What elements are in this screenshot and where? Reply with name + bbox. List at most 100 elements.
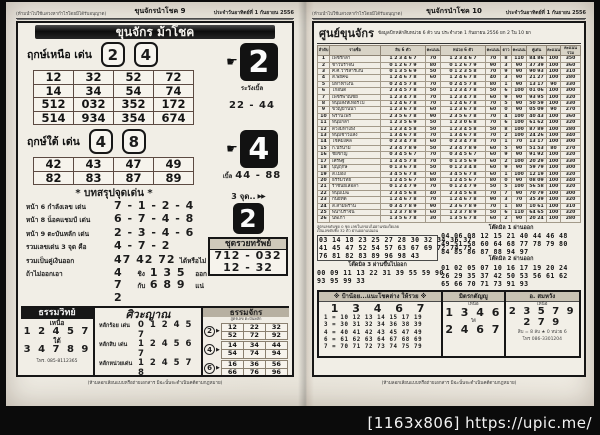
number-cell: 354 xyxy=(113,111,153,124)
score-cell: 1 3 5 6 7 8 xyxy=(440,215,486,223)
pointing-hand-icon: ☛ xyxy=(226,54,238,70)
south-lucky-digit-1: 4 xyxy=(88,129,113,154)
table-row: 8 หนุ่มสิงห์เทอร์โบ 1 2 4 6 7 8 70 1 2 4 6 7… xyxy=(317,99,581,108)
summary-lines: หน้า 6 กำลังเลข เด่น 7 - 1 - 2 - 4 หน้า 8 … xyxy=(21,199,207,304)
dead-note-2: เป็นเลขดับทิ้ง 32 ตัว ผ่านออกแน่นอน xyxy=(317,228,379,234)
number-line: 4 = 40 41 42 43 45 47 49 xyxy=(324,329,423,336)
score-cell: 280 xyxy=(560,74,581,82)
number-cell: 36 xyxy=(242,360,265,368)
summary-line-value: 2 - 3 - 4 - 6 xyxy=(114,225,195,239)
summary-line: หน้า 8 น็อคแชมป์ เด่น 6 - 7 - 4 - 8 xyxy=(21,212,207,226)
summary-line-label: ถ้าไม่ออกเอา xyxy=(26,270,63,279)
number-cell: 54 xyxy=(113,84,153,97)
score-cell: 310 xyxy=(560,67,581,76)
somwang-box: อ. สมหวัง เหนือ 2 3 5 7 9 2 7 9 สิบ = 8 … xyxy=(503,291,579,356)
tod1-title: โต๊ดมิล 1 ผ่านออก xyxy=(488,224,534,231)
number-cell: 934 xyxy=(73,111,113,124)
number-line: 93 95 99 33 xyxy=(317,277,366,286)
number-line: 65 66 70 71 73 91 93 xyxy=(441,279,529,288)
number-line: 01 02 05 07 10 16 17 19 20 24 xyxy=(441,263,568,272)
double-arrow-icon: ▶▶ xyxy=(257,193,266,200)
thammachak-grid: 14 34 44 54 74 94 xyxy=(220,341,288,359)
summary-line: รวมเป็นคู่เงินออก 47 42 72 ได้หรือไม่ xyxy=(21,253,207,267)
score-cell: 310 xyxy=(560,202,581,210)
score-cell: 91 92 xyxy=(526,151,547,159)
score-cell: 87 89 xyxy=(526,125,547,134)
siwayan-row-label: หลักสิบ เด่น xyxy=(99,342,128,349)
table-row: 20 ธรรมวิทย์ 1 2 4 5 6 7 80 1 2 4 5 6 7 80 0 90… xyxy=(317,176,581,185)
table-row: 16 ชัยชาญ 0 3 4 5 6 7 70 0 3 4 5 6 7 60 9 90 91 … xyxy=(317,151,581,159)
number-cell: 87 xyxy=(113,171,153,184)
score-cell: 60 xyxy=(485,215,501,223)
thammachak-group: 6 ▶ 16 36 56 66 76 96 xyxy=(203,359,289,375)
somwang-numbers-2: 2 7 9 xyxy=(523,316,562,328)
number-cell: 54 xyxy=(227,349,237,358)
score-cell: 270 xyxy=(560,106,581,114)
column-header: หน่วย 6 ตัว xyxy=(440,44,486,57)
siwayan-row: หลักหน่วยเด่น 1 2 4 5 7 8 xyxy=(97,358,199,377)
tod3-title: โต๊ดมิล 3 ผ่านขึ้นไปออก xyxy=(348,261,407,268)
score-cell: 64 65 xyxy=(526,208,547,217)
left-page: (ห้ามนำไปใช้แสวงหากำไรโดยมิได้รับอนุญาต)… xyxy=(6,2,298,406)
number-row: 54 74 94 xyxy=(221,349,287,358)
number-cell: 032 xyxy=(73,98,113,111)
number-row: 82 83 87 89 xyxy=(34,170,193,184)
column-header: รายชื่อ xyxy=(329,44,381,57)
somwang-numbers-1: 2 3 5 7 9 xyxy=(508,306,576,318)
center-title-bar: ศูนย์ขุนจักร ข้อมูลปีกหลักสิบหน่วย 6 ตัว… xyxy=(317,23,581,44)
number-row: 14 34 44 xyxy=(222,341,287,350)
watermark-text: [1163x806] https://upic.me/ xyxy=(367,414,592,432)
score-cell: 50 59 xyxy=(526,99,547,108)
number-cell: 83 xyxy=(73,171,113,184)
score-cell: 84 86 xyxy=(526,55,547,63)
siwayan-row-label: หลักร้อย เด่น xyxy=(99,323,130,330)
score-cell: 2 xyxy=(500,215,512,223)
north-luck-label: ฤกษ์เหนือ เด่น xyxy=(27,49,92,61)
score-cell: 280 xyxy=(560,215,581,223)
summary-title: * บทสรุปจุดเด่น * xyxy=(75,188,153,199)
panoi-headline: 1 3 4 6 7 xyxy=(330,301,430,315)
score-cell: 100 xyxy=(546,215,561,223)
score-cell: 01 06 xyxy=(526,87,547,95)
number-row: 66 76 96 xyxy=(221,367,287,375)
right-disclaimer: (ห้ามนำไปใช้แสวงหากำไรโดยมิได้รับอนุญาต) xyxy=(312,12,403,17)
table-row: 15 ก.นิรนาม 2 3 4 7 8 9 50 2 3 4 7 8 9 60 5 90 5… xyxy=(317,144,581,153)
number-cell: 94 xyxy=(264,350,287,358)
right-main-box: ศูนย์ขุนจักร ข้อมูลปีกหลักสิบหน่วย 6 ตัว… xyxy=(312,21,586,377)
score-cell: 320 xyxy=(560,183,581,191)
table-row: 21 ราชันย์เสือล่า 0 1 2 4 7 9 70 0 1 2 4 7 9… xyxy=(317,183,581,191)
number-cell: 74 xyxy=(242,350,265,358)
left-disclaimer: (ห้ามนำไปใช้แสวงหากำไรโดยมิได้รับอนุญาต) xyxy=(16,12,107,17)
score-cell: 24 26 xyxy=(526,132,547,140)
siwayan-row-numbers: 1 2 4 5 6 7 xyxy=(138,339,193,359)
table-row: 1 เพชรกล้า 1 2 3 4 6 7 70 1 2 3 4 6 7 70 8 110 8… xyxy=(317,55,581,63)
tod3-numbers: 00 09 11 13 22 31 39 55 59 90 93 95 99 33 xyxy=(317,269,443,286)
siwayan-row-numbers: 1 2 4 5 7 8 xyxy=(138,358,193,377)
siwayan-row-label: หลักหน่วยเด่น xyxy=(99,361,133,368)
table-row: 6 โกอินดี้ 2 3 4 5 7 8 50 1 2 3 4 7 8 50 6 100 0… xyxy=(317,87,581,95)
circled-digit: 6 xyxy=(204,362,215,374)
arrow-icon: ▶ xyxy=(216,346,220,353)
south-warn-label: เบิ้ล xyxy=(222,173,233,180)
siwayan-title: ศิวะญาณ xyxy=(125,308,171,322)
number-line: 3 = 30 31 32 34 36 38 39 xyxy=(324,322,423,329)
summary-line-label: รวมเลขเด่น 3 จุด คือ xyxy=(26,243,87,252)
number-line: 49 51 58 60 64 68 77 78 79 80 xyxy=(441,240,568,249)
number-row: 514 934 354 674 xyxy=(34,110,193,125)
table-row: 26 นพเก้า 1 3 5 6 7 8 30 1 3 5 6 7 8 60 2 90 20 … xyxy=(317,215,581,223)
siwayan-rows: หลักร้อย เด่น 0 1 2 4 5 7 หลักสิบ เด่น 1 2 … xyxy=(97,321,199,377)
summary-line: หน้า 9 ตะบันหลัก เด่น 2 - 3 - 4 - 6 xyxy=(21,225,207,240)
mitr-south-numbers: 2 4 6 7 xyxy=(445,323,502,337)
score-cell: 93 95 xyxy=(526,93,547,102)
score-cell: 90 93 xyxy=(526,67,547,76)
number-cell: 674 xyxy=(153,111,193,124)
number-cell: 89 xyxy=(153,171,193,184)
number-line: 26 29 35 37 42 50 53 56 61 62 xyxy=(441,271,568,280)
thammachak-group: 4 ▶ 14 34 44 54 74 94 xyxy=(203,341,289,359)
score-cell: 21 27 xyxy=(526,74,547,82)
number-row: 14 34 54 74 xyxy=(34,83,193,97)
number-row: 12 22 32 xyxy=(222,322,287,331)
south-luck-section: ฤกษ์ใต้ เด่น 4 8 42 43 47 49 82 83 87 89 ☛ 4 เบ… xyxy=(21,127,289,187)
number-cell: 12 xyxy=(227,322,237,331)
number-cell: 514 xyxy=(41,110,66,125)
